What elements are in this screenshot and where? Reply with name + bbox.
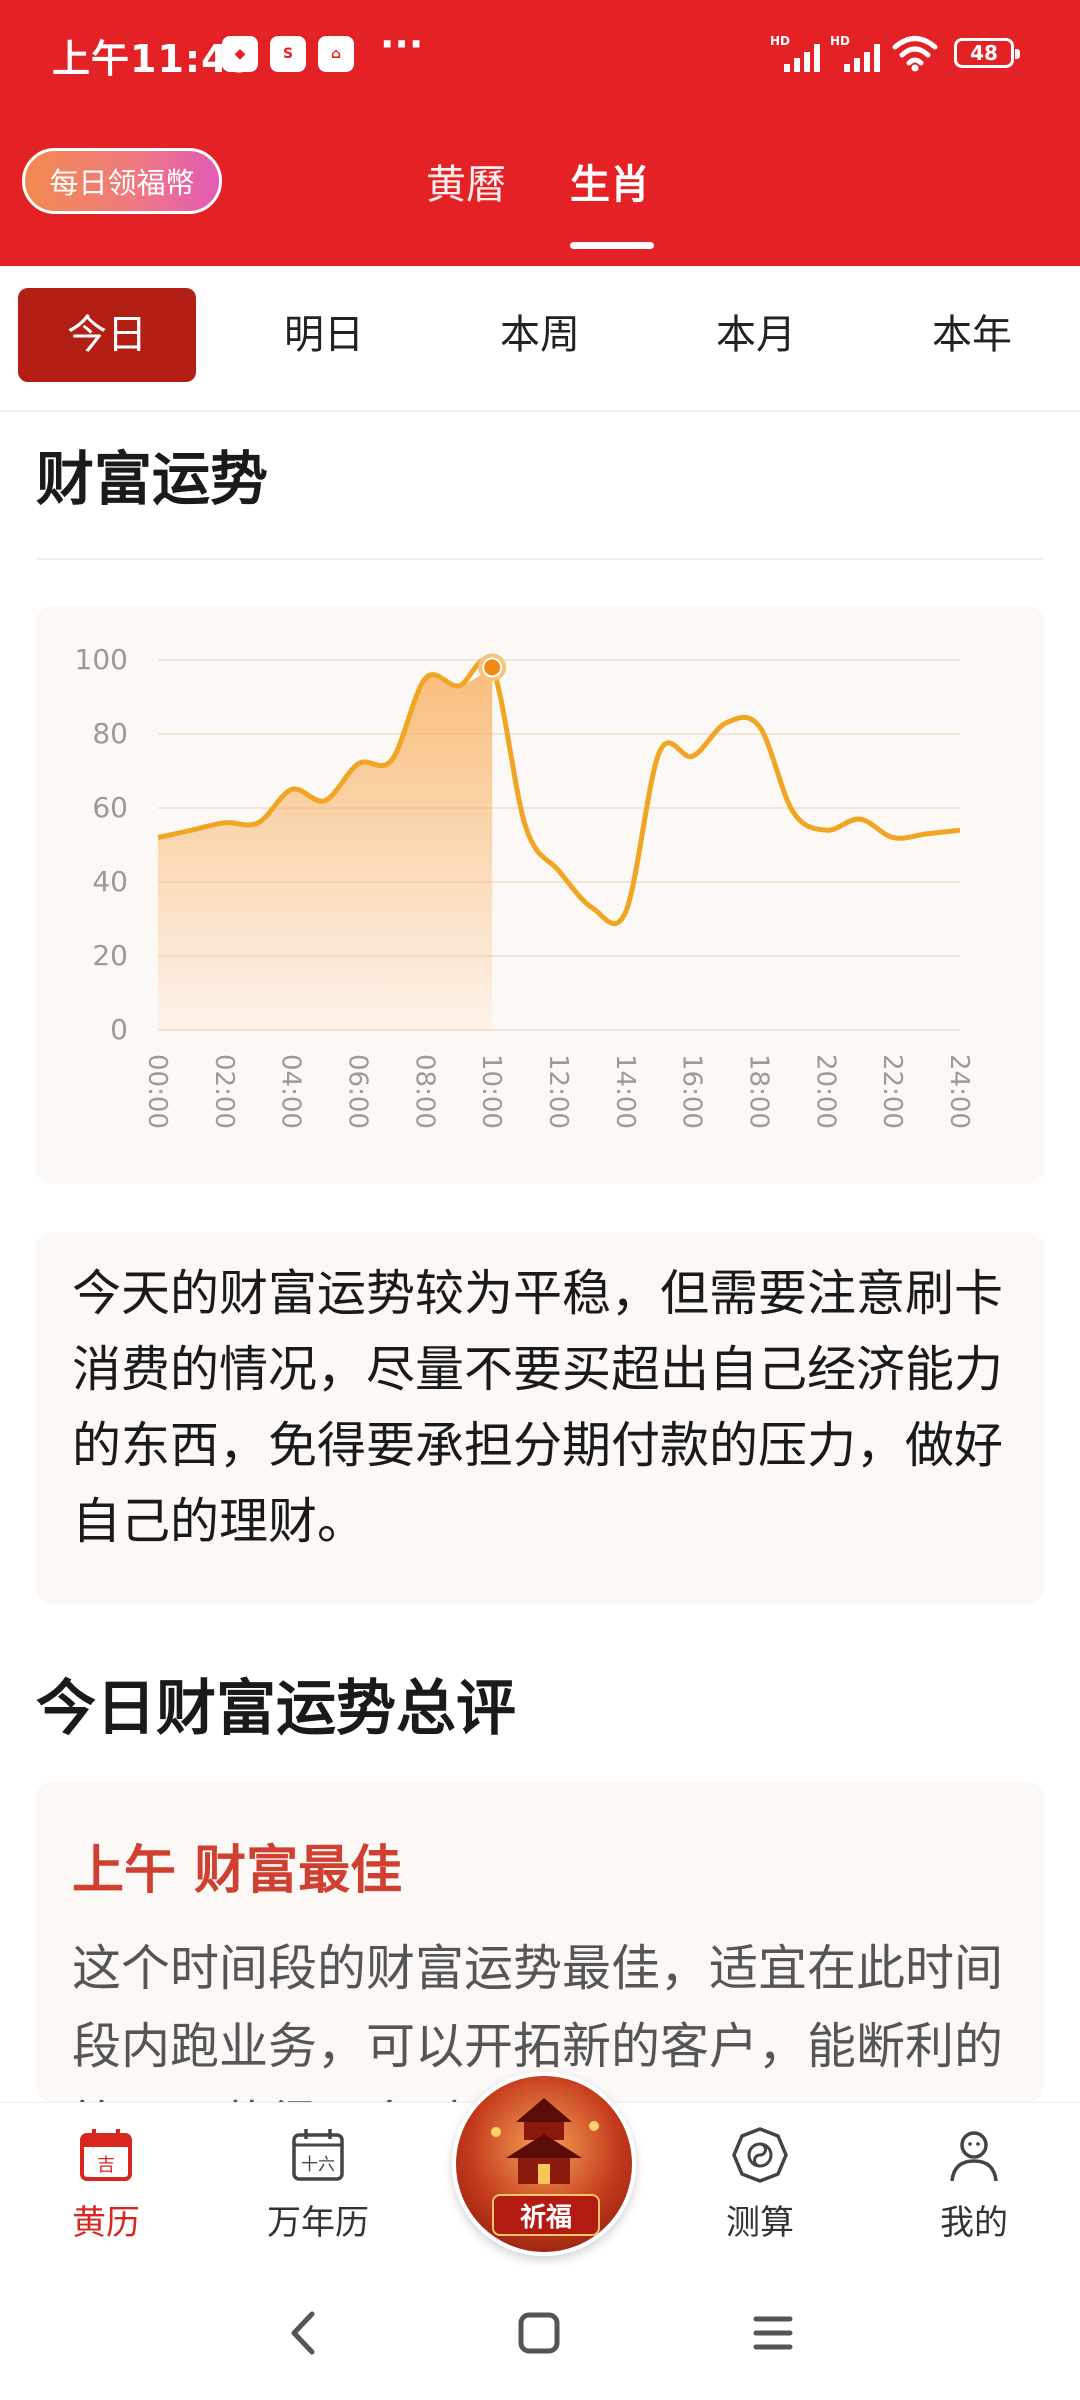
status-time: 上午11:49: [52, 37, 256, 81]
signal-2-hd-label: HD: [830, 34, 851, 48]
section-divider: [36, 558, 1044, 560]
period-tab-week[interactable]: 本周: [500, 312, 580, 358]
y-tick-60: 60: [92, 791, 128, 824]
calendar-icon: 吉: [80, 2129, 132, 2181]
current-point-marker: [484, 659, 501, 676]
nav-profile-label: 我的: [940, 2203, 1008, 2243]
nav-almanac[interactable]: 吉 黄历: [26, 2125, 186, 2244]
x-tick-0600: 06:00: [343, 1054, 373, 1129]
app-notification-icon: ◆: [222, 36, 258, 72]
wealth-description-card: 今天的财富运势较为平稳，但需要注意刷卡消费的情况，尽量不要买超出自己经济能力的东…: [36, 1232, 1044, 1604]
home-notification-icon: ⌂: [318, 36, 354, 72]
y-tick-0: 0: [110, 1013, 128, 1046]
x-tick-1000: 10:00: [476, 1054, 506, 1129]
period-tab-today[interactable]: 今日: [18, 288, 196, 382]
x-tick-1600: 16:00: [677, 1054, 707, 1129]
status-bar: 上午11:49 ◆ S ⌂ ··· HD HD 48: [0, 0, 1080, 110]
wealth-description: 今天的财富运势较为平稳，但需要注意刷卡消费的情况，尽量不要买超出自己经济能力的东…: [72, 1265, 1004, 1550]
calendar-icon-text: 吉: [97, 2155, 115, 2176]
summary-text: 这个时间段的财富运势最佳，适宜在此时间段内跑业务，可以开拓新的客户，能断利的等工…: [72, 1940, 1004, 2102]
bagua-icon: [732, 2127, 788, 2183]
nav-divination[interactable]: 测算: [680, 2125, 840, 2244]
y-tick-20: 20: [92, 939, 128, 972]
x-tick-0400: 04:00: [276, 1054, 306, 1129]
summary-card: 上午 财富最佳 这个时间段的财富运势最佳，适宜在此时间段内跑业务，可以开拓新的客…: [36, 1782, 1044, 2102]
summary-period-title: 上午 财富最佳: [72, 1841, 403, 1901]
top-header: 上午11:49 ◆ S ⌂ ··· HD HD 48 每日领福幣 黄曆 生肖: [0, 0, 1080, 266]
chart-area-fill: [158, 667, 493, 1030]
wealth-title: 财富运势: [36, 445, 269, 513]
pray-temple-icon: [491, 2098, 599, 2184]
nav-perpetual-label: 万年历: [267, 2203, 369, 2243]
home-icon[interactable]: [516, 2310, 562, 2356]
y-tick-40: 40: [92, 865, 128, 898]
period-tab-month[interactable]: 本月: [716, 312, 796, 358]
system-nav-bar: [0, 2266, 1080, 2400]
more-notifications-icon: ···: [380, 22, 424, 66]
y-tick-80: 80: [92, 717, 128, 750]
tab-zodiac[interactable]: 生肖: [570, 162, 650, 208]
active-tab-indicator: [570, 242, 654, 249]
period-tab-year[interactable]: 本年: [932, 312, 1012, 358]
x-tick-0000: 00:00: [142, 1054, 172, 1129]
tab-almanac[interactable]: 黄曆: [426, 162, 506, 208]
x-tick-2000: 20:00: [810, 1054, 840, 1129]
nav-pray-button[interactable]: 祈福: [452, 2072, 636, 2256]
nav-divination-label: 测算: [726, 2203, 794, 2243]
perpetual-calendar-icon: 十六: [292, 2129, 344, 2181]
chart-line-series: [157, 657, 961, 927]
x-tick-1400: 14:00: [610, 1054, 640, 1129]
signal-1-hd-label: HD: [770, 34, 791, 48]
wealth-chart-card: 0 20 40 60 80 100 00:00 02:00 04:00 06:00 08:00 10:…: [36, 606, 1044, 1184]
x-tick-0800: 08:00: [409, 1054, 439, 1129]
x-tick-0200: 02:00: [209, 1054, 239, 1129]
nav-perpetual-calendar[interactable]: 十六 万年历: [238, 2125, 398, 2244]
profile-icon: [950, 2131, 998, 2182]
x-tick-2400: 24:00: [944, 1054, 974, 1129]
battery-icon: 48: [954, 38, 1020, 68]
x-tick-1200: 12:00: [543, 1054, 573, 1129]
back-icon[interactable]: [284, 2306, 324, 2360]
period-tabs: 今日 明日 本周 本月 本年: [0, 266, 1080, 412]
perpetual-icon-text: 十六: [301, 2155, 335, 2175]
x-tick-1800: 18:00: [744, 1054, 774, 1129]
pray-label: 祈福: [492, 2194, 600, 2236]
nav-profile[interactable]: 我的: [894, 2125, 1054, 2244]
summary-title: 今日财富运势总评: [36, 1674, 516, 1744]
wealth-line-chart: 0 20 40 60 80 100 00:00 02:00 04:00 06:00 08:00 10:…: [75, 643, 974, 1129]
nav-almanac-label: 黄历: [72, 2203, 140, 2243]
menu-icon[interactable]: [750, 2310, 796, 2356]
period-tab-tomorrow[interactable]: 明日: [284, 312, 364, 358]
sina-notification-icon: S: [270, 36, 306, 72]
wifi-icon: [892, 36, 938, 72]
battery-level: 48: [970, 41, 998, 65]
x-tick-2200: 22:00: [877, 1054, 907, 1129]
daily-coin-button[interactable]: 每日领福幣: [22, 148, 222, 214]
y-tick-100: 100: [75, 643, 128, 676]
